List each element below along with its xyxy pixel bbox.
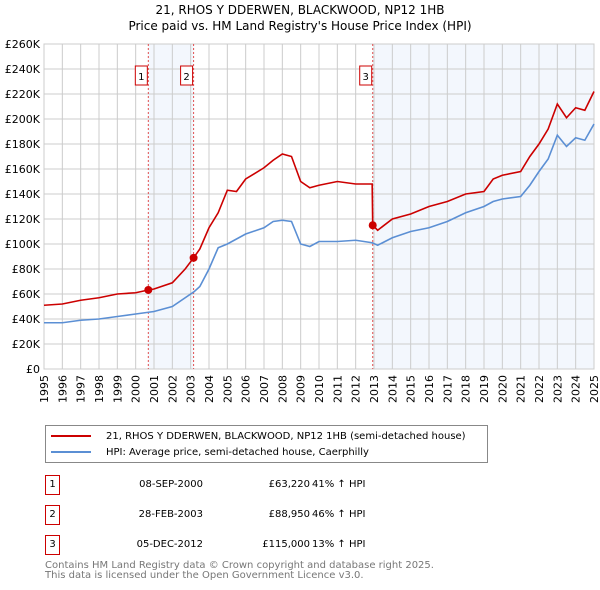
sale-marker-box	[134, 65, 148, 86]
x-tick-label: 2019	[478, 375, 491, 403]
sale-row: 3 05-DEC-2012 £115,000 13% ↑ HPI	[45, 535, 445, 555]
x-tick-label: 1996	[56, 375, 69, 403]
y-tick-label: £20K	[12, 338, 41, 351]
y-tick-label: £240K	[5, 63, 41, 76]
x-tick-label: 2011	[331, 375, 344, 403]
sale-marker-label: 1	[138, 72, 144, 83]
sale-row: 2 28-FEB-2003 £88,950 46% ↑ HPI	[45, 505, 445, 525]
sale-price: £115,000	[262, 539, 310, 550]
x-tick-label: 2006	[240, 375, 253, 403]
legend-swatch	[51, 451, 91, 453]
sale-hpi-change: 46% ↑ HPI	[312, 509, 366, 520]
x-tick-label: 1995	[38, 375, 51, 403]
y-tick-label: £180K	[5, 138, 41, 151]
sale-price: £63,220	[268, 479, 310, 490]
x-tick-label: 2007	[258, 375, 271, 403]
sale-number: 2	[45, 505, 60, 525]
x-tick-label: 2022	[533, 375, 546, 403]
sale-marker-box	[359, 65, 373, 86]
x-tick-label: 1997	[75, 375, 88, 403]
x-tick-label: 2009	[295, 375, 308, 403]
x-tick-label: 2025	[588, 375, 600, 403]
footer-line: Contains HM Land Registry data © Crown c…	[45, 560, 434, 571]
legend: 21, RHOS Y DDERWEN, BLACKWOOD, NP12 1HB …	[45, 425, 488, 463]
x-tick-label: 2015	[405, 375, 418, 403]
sale-price: £88,950	[268, 509, 310, 520]
x-tick-label: 2012	[350, 375, 363, 403]
sale-point	[144, 285, 153, 294]
x-tick-label: 2000	[130, 375, 143, 403]
y-tick-label: £100K	[5, 238, 41, 251]
legend-item-hpi: HPI: Average price, semi-detached house,…	[51, 445, 369, 459]
sale-number: 3	[45, 535, 60, 555]
legend-swatch	[51, 435, 91, 437]
footer-line: This data is licensed under the Open Gov…	[45, 570, 364, 581]
y-tick-label: £140K	[5, 188, 41, 201]
sale-number: 1	[45, 475, 60, 495]
shaded-period	[148, 44, 194, 369]
sale-point	[368, 221, 377, 230]
sale-date: 08-SEP-2000	[139, 479, 203, 490]
x-tick-label: 2001	[148, 375, 161, 403]
y-tick-label: £80K	[12, 263, 41, 276]
x-tick-label: 2008	[276, 375, 289, 403]
legend-item-property: 21, RHOS Y DDERWEN, BLACKWOOD, NP12 1HB …	[51, 429, 466, 443]
y-tick-label: £160K	[5, 163, 41, 176]
hpi-line	[44, 123, 595, 324]
x-tick-label: 2010	[313, 375, 326, 403]
chart-title: 21, RHOS Y DDERWEN, BLACKWOOD, NP12 1HB	[155, 3, 445, 17]
x-tick-label: 2021	[515, 375, 528, 403]
sale-date: 28-FEB-2003	[138, 509, 203, 520]
y-tick-label: £120K	[5, 213, 41, 226]
plot-border	[43, 43, 595, 370]
y-tick-label: £60K	[12, 288, 41, 301]
price-chart: £0 £20K £40K £60K £80K £100K £120K £140K £160K £1…	[5, 38, 600, 403]
property-price-line	[43, 91, 595, 307]
x-tick-label: 1998	[93, 375, 106, 403]
legend-label: HPI: Average price, semi-detached house,…	[106, 446, 369, 458]
x-tick-label: 2002	[166, 375, 179, 403]
y-tick-label: £220K	[5, 88, 41, 101]
x-tick-label: 2017	[441, 375, 454, 403]
x-tick-label: 2020	[496, 375, 509, 403]
x-tick-label: 2005	[221, 375, 234, 403]
sale-hpi-change: 41% ↑ HPI	[312, 479, 366, 490]
y-tick-label: £200K	[5, 113, 41, 126]
sale-marker-label: 2	[183, 72, 189, 83]
x-tick-label: 2018	[460, 375, 473, 403]
x-tick-label: 1999	[111, 375, 124, 403]
x-tick-label: 2013	[368, 375, 381, 403]
legend-label: 21, RHOS Y DDERWEN, BLACKWOOD, NP12 1HB …	[106, 430, 466, 442]
y-tick-label: £0	[26, 363, 40, 376]
x-tick-label: 2023	[551, 375, 564, 403]
sale-date: 05-DEC-2012	[136, 539, 203, 550]
x-tick-label: 2016	[423, 375, 436, 403]
sale-hpi-change: 13% ↑ HPI	[312, 539, 366, 550]
y-tick-label: £260K	[5, 38, 41, 51]
y-tick-label: £40K	[12, 313, 41, 326]
x-tick-label: 2004	[203, 375, 216, 403]
footer: Contains HM Land Registry data © Crown c…	[45, 561, 434, 581]
sale-marker-box	[180, 65, 194, 86]
x-tick-label: 2024	[570, 375, 583, 403]
sale-point	[189, 253, 198, 262]
x-tick-label: 2003	[185, 375, 198, 403]
chart-subtitle: Price paid vs. HM Land Registry's House …	[128, 19, 472, 33]
sale-marker-label: 3	[363, 72, 369, 83]
sale-row: 1 08-SEP-2000 £63,220 41% ↑ HPI	[45, 475, 445, 495]
x-tick-label: 2014	[386, 375, 399, 403]
